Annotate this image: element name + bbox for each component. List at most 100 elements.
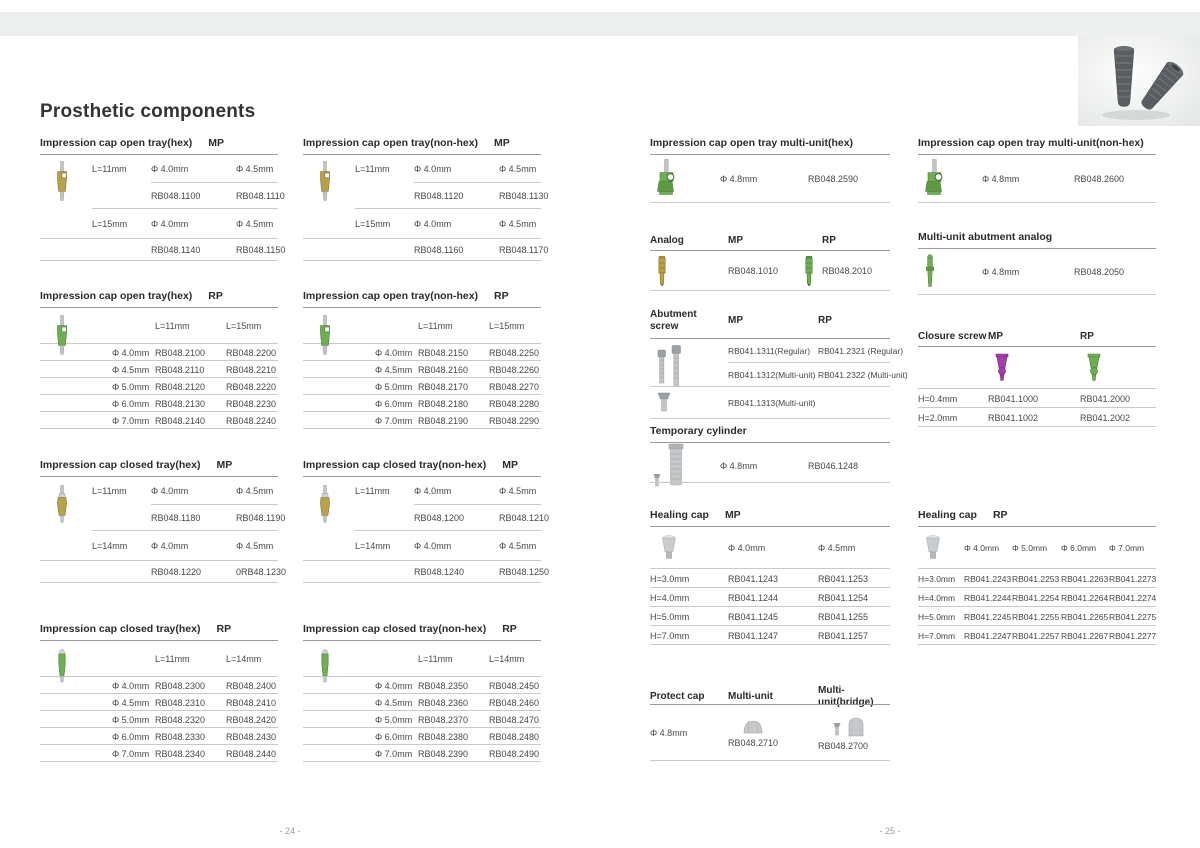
table-row: RB048.1240 RB048.1250 [303,561,549,583]
spec-text: L=15mm [355,219,391,229]
part-number: RB041.2321 (Regular) [818,346,904,356]
table-row: RB041.1312(Multi-unit) RB041.2322 (Multi-… [650,363,908,387]
rule-line [40,360,278,361]
table-header-row: Analog MP RP [650,231,890,251]
product-icon-slot [54,485,70,530]
spec-text: Φ 6.0mm [1061,543,1097,553]
spec-text: Φ 5.0mm [1012,543,1048,553]
rule-line [650,418,890,419]
closure-purple-icon [994,353,1010,383]
rule-line [650,250,890,251]
part-number: RB041.2000 [1080,393,1131,404]
spec-text: L=11mm [355,486,390,496]
part-number: RB041.2247 [964,630,1012,641]
rule-line [650,644,890,645]
rule-line [303,377,541,378]
icon-cell [650,392,728,414]
icon-cell [650,159,720,199]
table-row: L=11mm Φ 4.0mm Φ 4.5mm [303,155,541,183]
table-row: Φ 4.5mm RB048.2110 RB048.2210 [40,361,278,378]
cap-closed-gold-icon [317,485,333,525]
spec-text: L=11mm [355,164,390,174]
table-row: Φ 4.5mm RB048.2160 RB048.2260 [303,361,541,378]
part-number: RB048.2360 [418,697,469,708]
spec-text: Φ 4.0mm [151,219,189,229]
part-number: RB048.2010 [822,266,873,276]
part-number: RB048.2470 [489,714,540,725]
product-icon-slot [55,648,69,689]
part-number: RB048.1120 [414,191,464,201]
part-number: RB041.2322 (Multi-unit) [818,370,908,380]
table-abutment-screw: Abutment screw MP RP RB041.1311(Regular) RB0… [650,303,908,419]
rule-line [303,411,541,412]
icon-cell [650,255,728,287]
spec-text: Multi-unit(bridge) [818,685,874,708]
platform-label: RP [494,290,509,302]
table-row: RB048.1100 RB048.1110 [40,183,285,209]
spec-text: L=14mm [355,541,391,551]
part-number: RB048.2110 [155,364,205,375]
temp-screw-icon [652,473,662,489]
spec-text: Abutment screw [650,309,697,332]
part-number: RB048.2150 [418,347,469,358]
part-number: RB048.2330 [155,731,206,742]
platform-label: RP [992,509,1008,521]
spec-text: L=11mm [92,486,127,496]
spec-text: Φ 6.0mm [375,731,413,742]
spec-text: Φ 6.0mm [112,731,150,742]
rule-line [151,182,278,183]
rule-line [303,343,541,344]
icon-cell [1080,353,1156,383]
table-row: H=0.4mm RB041.1000 RB041.2000 [918,389,1156,408]
table-row: L=11mm L=15mm [303,308,541,344]
rule-line [303,582,541,583]
product-icon-slot [317,315,333,364]
part-number: RB041.1313(Multi-unit) [728,398,816,408]
protect-bridge-icon [847,716,865,738]
part-number: RB048.2100 [155,347,206,358]
product-icon-slot [317,161,333,210]
mu-analog-green-icon [924,254,936,290]
part-number: RB041.2263 [1061,573,1109,584]
spec-text: Φ 7.0mm [112,748,150,759]
spec-text: RP [818,315,832,326]
table-row: H=3.0mm RB041.1243 RB041.1253 [650,569,890,588]
part-number: RB048.1200 [414,513,465,523]
spec-text: L=15mm [92,219,128,229]
table-row: Φ 5.0mm RB048.2170 RB048.2270 [303,378,541,395]
part-number: RB048.2240 [226,415,277,426]
table-healing-cap-rp: Healing cap RP Φ 4.0mm Φ 5.0mm Φ 6.0mm Φ 7.0m… [918,509,1156,645]
part-number: RB048.1010 [728,266,779,276]
rule-line [918,644,1156,645]
part-number: RB041.2244 [964,592,1012,603]
table-impression-cap-open-tray-multi-unit-nonhex: Impression cap open tray multi-unit(non-… [918,137,1156,203]
table-row: H=4.0mm RB041.1244 RB041.1254 [650,588,890,607]
analog-gold-icon [656,255,668,287]
table-title-text: Impression cap closed tray(non-hex) [303,623,487,635]
table-title: Impression cap open tray(hex) RP [40,290,278,308]
rule-line [303,727,541,728]
spec-text: L=11mm [92,164,127,174]
protect-dome-icon [742,718,764,735]
table-row: L=11mm Φ 4.0mm Φ 4.5mm [303,477,541,505]
part-number: RB041.1312(Multi-unit) [728,370,816,380]
product-icon-slot [317,485,333,530]
table-row: Φ 4.8mm RB048.2710 RB048.2700 [650,705,890,761]
part-number: RB048.2460 [489,697,540,708]
part-number: RB041.2002 [1080,412,1131,423]
spec-text: Φ 6.0mm [112,398,150,409]
catalog-column-3: Impression cap open tray multi-unit(hex)… [650,137,908,761]
table-multi-unit-abutment-analog: Multi-unit abutment analog Φ 4.8mm RB048.2… [918,231,1156,295]
table-row: RB048.1180 RB048.1190 [40,505,285,531]
part-number: RB041.1245 [728,611,779,622]
rule-line [355,530,541,531]
spec-text: Φ 4.8mm [720,174,758,184]
part-number: 0RB48.1230 [236,567,287,577]
spec-text: Φ 4.5mm [236,164,274,174]
table-row: Φ 4.5mm RB048.2360 RB048.2460 [303,694,541,711]
icon-cell: RB048.2710 [728,718,818,748]
rule-line [40,260,278,261]
rule-line [92,208,278,209]
table-row: Φ 4.0mm RB048.2300 RB048.2400 [40,677,278,694]
table-protect-cap: Protect cap Multi-unit Multi-unit(bridge) Φ… [650,685,890,761]
